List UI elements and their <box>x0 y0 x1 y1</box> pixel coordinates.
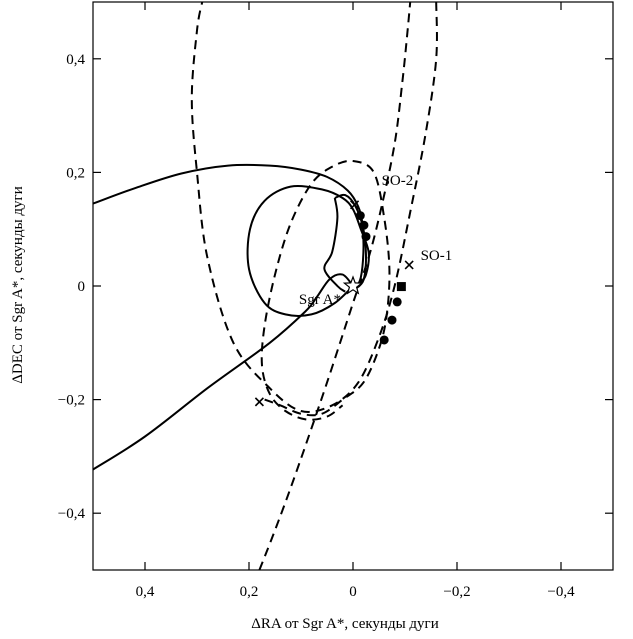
orbit-1-segment-4 <box>323 197 346 293</box>
orbit-2-marker-2 <box>396 282 406 292</box>
orbit-1-marker-1 <box>349 200 360 210</box>
x-tick-label-1: 0,4 <box>136 584 155 600</box>
orbit-1-marker-4 <box>361 232 371 242</box>
y-tick-label-2: −0,2 <box>58 393 85 409</box>
x-tick-label-4: −0,2 <box>443 584 470 600</box>
y-tick-label-3: 0 <box>78 279 86 295</box>
orbit-2-marker-6 <box>254 397 264 407</box>
orbit-2-marker-5 <box>379 335 389 345</box>
orbit-curves <box>93 2 438 570</box>
y-axis-label: ΔDEC от Sgr A*, секунды дуги <box>10 186 26 383</box>
orbit-2-segment-1 <box>258 2 412 570</box>
orbit-2-marker-3 <box>392 297 402 307</box>
series-label-1: SO-2 <box>382 173 414 189</box>
x-axis-label: ΔRA от Sgr A*, секунды дуги <box>251 616 438 632</box>
x-tick-label-2: 0,2 <box>240 584 259 600</box>
x-tick-label-3: 0 <box>349 584 357 600</box>
orbit-1-marker-2 <box>355 211 365 221</box>
orbit-2-marker-1 <box>404 260 414 270</box>
series-label-2: SO-1 <box>421 248 453 264</box>
y-tick-label-4: 0,2 <box>66 165 85 181</box>
orbit-2-segment-3 <box>260 159 391 421</box>
orbit-markers <box>254 200 414 407</box>
orbit-1-segment-1 <box>93 163 365 290</box>
y-tick-label-5: 0,4 <box>66 52 85 68</box>
center-star-icon <box>342 275 364 295</box>
point-labels: SO-2 SO-1 Sgr A* <box>299 173 452 308</box>
orbit-1-segment-2 <box>93 273 354 471</box>
orbit-1-marker-3 <box>359 220 369 230</box>
axis-ticks: 0,4 0,2 0 −0,2 −0,4 −0,4 −0,2 0 0,2 0,4 <box>58 2 613 600</box>
y-tick-label-1: −0,4 <box>58 506 86 522</box>
orbit-2-marker-4 <box>387 315 397 325</box>
orbit-2-segment-2 <box>190 2 438 413</box>
center-label: Sgr A* <box>299 292 341 308</box>
x-tick-label-5: −0,4 <box>547 584 575 600</box>
